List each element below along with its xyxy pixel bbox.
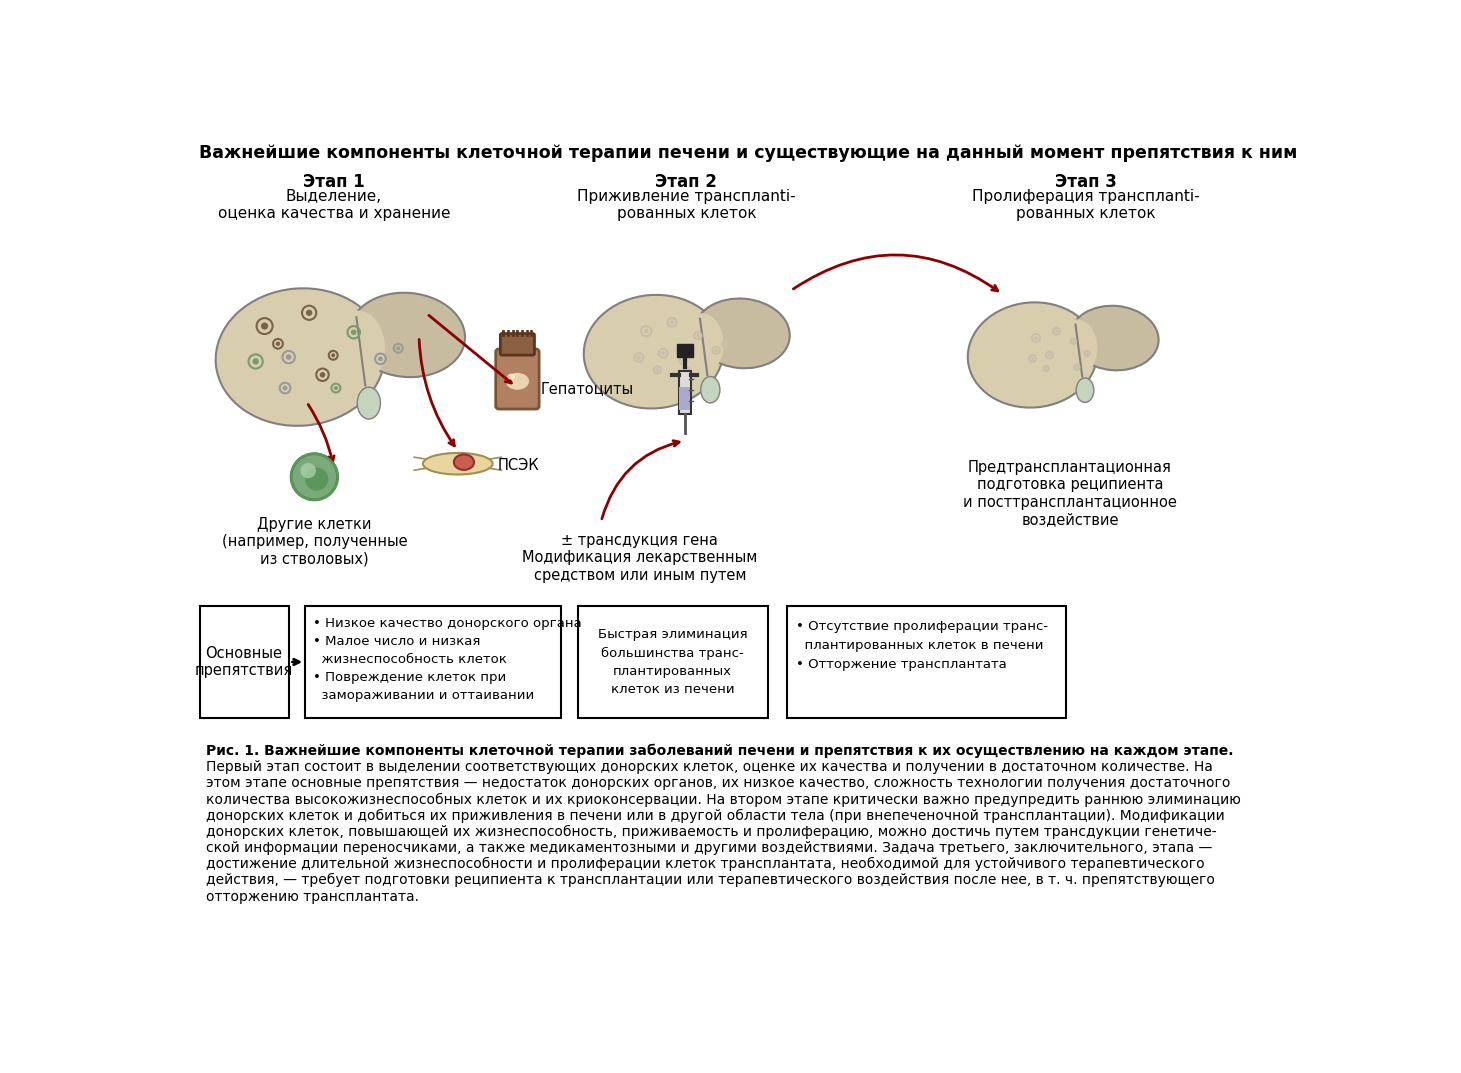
Circle shape [671,321,674,324]
Text: Первый этап состоит в выделении соответствующих донорских клеток, оценке их каче: Первый этап состоит в выделении соответс… [206,760,1213,774]
Ellipse shape [1069,306,1159,370]
FancyBboxPatch shape [676,344,693,356]
Ellipse shape [349,293,465,377]
Text: действия, — требует подготовки реципиента к трансплантации или терапевтического : действия, — требует подготовки реципиент… [206,873,1214,887]
Circle shape [286,354,291,359]
Circle shape [1048,353,1050,356]
Text: Этап 1: Этап 1 [302,174,365,191]
Ellipse shape [332,310,384,386]
Text: отторжению трансплантата.: отторжению трансплантата. [206,890,419,903]
Text: Рис. 1. Важнейшие компоненты клеточной терапии заболеваний печени и препятствия : Рис. 1. Важнейшие компоненты клеточной т… [206,744,1233,758]
Circle shape [335,386,337,391]
Ellipse shape [1056,320,1097,377]
Text: ± трансдукция гена
Модификация лекарственным
средством или иным путем: ± трансдукция гена Модификация лекарстве… [522,533,758,583]
Circle shape [662,351,665,355]
Ellipse shape [507,373,516,380]
Text: • Низкое качество донорского органа
• Малое число и низкая
  жизнеспособность кл: • Низкое качество донорского органа • Ма… [313,617,581,702]
Text: ской информации переносчиками, а также медикаментозными и другими воздействиями.: ской информации переносчиками, а также м… [206,841,1213,855]
Text: Гепатоциты: Гепатоциты [541,382,634,397]
Circle shape [1055,329,1058,333]
FancyBboxPatch shape [678,371,691,414]
FancyBboxPatch shape [787,606,1067,718]
Circle shape [1034,336,1037,340]
Ellipse shape [358,387,380,420]
FancyBboxPatch shape [200,606,289,718]
Ellipse shape [506,372,529,389]
Circle shape [723,343,726,346]
Circle shape [637,355,641,359]
Circle shape [685,369,688,371]
Circle shape [305,310,313,315]
Circle shape [320,372,326,378]
Circle shape [1045,367,1048,370]
Circle shape [291,454,337,500]
Circle shape [681,358,685,362]
Circle shape [262,323,269,329]
FancyBboxPatch shape [495,349,539,409]
Text: Пролиферация трансплanti-
рованных клеток: Пролиферация трансплanti- рованных клето… [972,189,1199,221]
Text: Этап 3: Этап 3 [1055,174,1116,191]
Ellipse shape [967,303,1097,408]
FancyBboxPatch shape [579,606,767,718]
Circle shape [656,368,659,371]
Text: этом этапе основные препятствия — недостаток донорских органов, их низкое качест: этом этапе основные препятствия — недост… [206,777,1230,791]
Circle shape [1075,366,1078,368]
Text: количества высокожизнеспособных клеток и их криоконсервации. На втором этапе кри: количества высокожизнеспособных клеток и… [206,793,1240,807]
Text: Быстрая элиминация
большинства транс-
плантированных
клеток из печени: Быстрая элиминация большинства транс- пл… [598,629,747,695]
Text: Этап 2: Этап 2 [656,174,717,191]
Circle shape [253,358,259,365]
Ellipse shape [216,289,384,426]
Text: Другие клетки
(например, полученные
из стволовых): Другие клетки (например, полученные из с… [222,517,408,567]
Circle shape [714,349,717,352]
Circle shape [305,468,329,490]
Circle shape [1086,352,1088,355]
Circle shape [282,385,288,391]
Circle shape [351,329,356,335]
Ellipse shape [679,313,723,376]
FancyBboxPatch shape [305,606,561,718]
Ellipse shape [584,295,723,409]
Text: Предтрансплантационная
подготовка реципиента
и посттрансплантационное
воздействи: Предтрансплантационная подготовка реципи… [963,460,1178,527]
Text: ПСЭК: ПСЭК [498,458,539,473]
FancyBboxPatch shape [679,386,690,410]
Circle shape [1072,340,1075,342]
Circle shape [332,353,335,357]
Ellipse shape [694,298,790,368]
Circle shape [396,347,400,350]
Text: Приживление трансплanti-
рованных клеток: Приживление трансплanti- рованных клеток [577,189,796,221]
Text: достижение длительной жизнеспособности и пролиферации клеток трансплантата, необ: достижение длительной жизнеспособности и… [206,857,1204,871]
Ellipse shape [454,455,473,470]
Circle shape [695,334,700,337]
Text: донорских клеток и добиться их приживления в печени или в другой области тела (п: донорских клеток и добиться их приживлен… [206,809,1224,823]
Ellipse shape [701,377,720,402]
Circle shape [1031,357,1034,359]
FancyBboxPatch shape [500,334,535,355]
Text: • Отсутствие пролиферации транс-
  плантированных клеток в печени
• Отторжение т: • Отсутствие пролиферации транс- плантир… [796,620,1049,671]
Text: донорских клеток, повышающей их жизнеспособность, приживаемость и пролиферацию, : донорских клеток, повышающей их жизнеспо… [206,825,1217,839]
Text: Важнейшие компоненты клеточной терапии печени и существующие на данный момент пр: Важнейшие компоненты клеточной терапии п… [199,144,1297,162]
Circle shape [301,462,316,479]
Circle shape [378,356,383,362]
Ellipse shape [422,453,492,474]
Circle shape [298,341,302,347]
Text: Выделение,
оценка качества и хранение: Выделение, оценка качества и хранение [218,189,450,221]
Text: Основные
препятствия: Основные препятствия [194,646,294,678]
Ellipse shape [1077,378,1094,402]
Circle shape [644,329,649,334]
Circle shape [276,341,281,346]
